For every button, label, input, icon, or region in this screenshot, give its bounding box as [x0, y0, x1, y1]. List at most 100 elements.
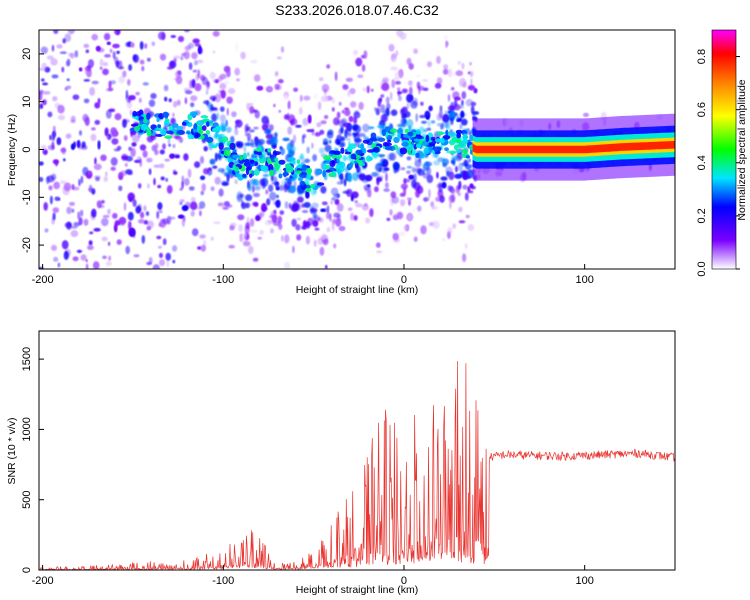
- spectrogram-cell: [461, 118, 468, 126]
- spectrogram-cell: [104, 127, 109, 137]
- spectrogram-cell: [167, 66, 173, 70]
- spectrogram-cell: [408, 80, 413, 86]
- spectrogram-peak: [449, 150, 457, 155]
- spectrogram-cell: [83, 79, 91, 82]
- spectrogram-cell: [308, 114, 312, 124]
- spectrogram-cell: [287, 100, 291, 110]
- spectrogram-cell: [447, 94, 451, 102]
- spectrogram-cell: [104, 54, 111, 58]
- spectrogram-cell: [279, 184, 284, 191]
- colorbar-tick-label: 0.0: [696, 261, 708, 276]
- spectrogram-cell: [245, 222, 250, 230]
- spectrogram-cell: [114, 223, 118, 233]
- spectrogram-cell: [399, 32, 407, 40]
- spectrogram-cell: [291, 204, 299, 212]
- spectrogram-cell: [343, 178, 347, 187]
- spectrogram-cell: [200, 156, 204, 164]
- spectrogram-cell: [320, 208, 326, 212]
- spectrogram-cell: [447, 227, 453, 234]
- spectrogram-peak: [415, 143, 421, 149]
- spectrogram-peak: [201, 125, 207, 131]
- spectrogram-cell: [319, 129, 325, 135]
- spectrogram-cell: [235, 120, 240, 124]
- spectrogram-cell: [112, 43, 120, 49]
- spectrogram-peak: [157, 124, 162, 128]
- spectrogram-peak: [385, 145, 393, 151]
- spectrogram-cell: [91, 208, 97, 218]
- spectrogram-cell: [203, 146, 208, 152]
- spectrogram-cell: [146, 157, 153, 163]
- spectrogram-cell: [243, 145, 247, 153]
- spectrogram-cell: [83, 43, 90, 49]
- spectrogram-cell: [157, 202, 163, 211]
- spectrogram-cell: [83, 98, 90, 104]
- spectrogram-cell: [469, 183, 474, 189]
- spectrogram-cell: [197, 59, 204, 64]
- spectrogram-y-ticks: -20 -10 0 10 20: [21, 48, 44, 253]
- spectrogram-cell: [244, 124, 248, 134]
- spectrogram-cell: [132, 199, 137, 207]
- spectrogram-cell: [434, 82, 442, 89]
- spectrogram-cell: [272, 215, 278, 223]
- spectrogram-cell: [439, 105, 443, 111]
- spectrogram-cell: [468, 130, 472, 136]
- spectrogram-peak: [399, 147, 408, 155]
- spectrogram-cell: [245, 194, 253, 202]
- spectrogram-cell: [128, 227, 136, 237]
- spectrogram-cell: [152, 264, 160, 269]
- spectrogram-peak: [307, 173, 311, 181]
- spectrogram-cell: [420, 225, 427, 235]
- spectrogram-cell: [274, 71, 279, 77]
- spectrogram-cell: [400, 167, 406, 171]
- snr-y-tick-label: 1500: [21, 347, 33, 371]
- spectrogram-peak: [355, 155, 362, 159]
- spectrogram-cell: [119, 60, 123, 70]
- spectrogram-peak: [245, 161, 250, 169]
- spectrogram-peak: [267, 148, 272, 153]
- spectrogram-cell: [338, 119, 346, 128]
- spectrogram-cell: [264, 219, 272, 226]
- spectrogram-cell: [353, 215, 358, 221]
- spectrogram-cell: [376, 242, 381, 248]
- spectrogram-peak: [454, 139, 461, 143]
- spectrogram-cell: [353, 116, 358, 124]
- spectrogram-cell: [73, 141, 76, 148]
- spectrogram-cell: [162, 238, 167, 246]
- spectrogram-peak: [415, 152, 420, 159]
- spectrogram-cell: [87, 170, 93, 175]
- spectrogram-cell: [244, 142, 252, 147]
- spectrogram-cell: [470, 78, 473, 86]
- spectrogram-cell: [116, 50, 120, 55]
- spectrogram-peak: [430, 136, 436, 141]
- snr-x-tick-label: 0: [401, 575, 407, 587]
- spectrogram-cell: [139, 144, 147, 151]
- spectrogram-cell: [398, 69, 404, 78]
- spectrogram-cell: [47, 144, 56, 151]
- spectrogram-cell: [459, 104, 464, 109]
- spectrogram-cell: [324, 207, 328, 213]
- spectrogram-cell: [341, 109, 345, 114]
- spectrogram-cell: [174, 135, 181, 140]
- spectrogram-cell: [430, 201, 434, 207]
- spectrogram-cell: [413, 48, 418, 54]
- spectrogram-cell: [428, 188, 431, 199]
- spectrogram-cell: [331, 221, 335, 231]
- spectrogram-cell: [226, 107, 229, 116]
- spectrogram-cell: [215, 79, 219, 83]
- spectrogram-y-tick-label: -10: [21, 189, 33, 205]
- spectrogram-cell: [455, 70, 464, 77]
- spectrogram-cell: [241, 202, 247, 210]
- spectrogram-peak: [455, 129, 463, 134]
- spectrogram-cell: [194, 60, 198, 66]
- spectrogram-cell: [70, 230, 79, 238]
- spectrogram-cell: [56, 137, 62, 145]
- spectrogram-cell: [226, 126, 232, 133]
- spectrogram-x-ticks: -200 -100 0 100: [32, 264, 594, 286]
- spectrogram-cell: [183, 153, 189, 161]
- spectrogram-cell: [284, 261, 291, 269]
- spectrogram-cell: [252, 184, 255, 193]
- spectrogram-peak: [254, 148, 263, 152]
- spectrogram-cell: [248, 103, 254, 106]
- spectrogram-cell: [143, 205, 147, 212]
- spectrogram-cell: [358, 101, 364, 110]
